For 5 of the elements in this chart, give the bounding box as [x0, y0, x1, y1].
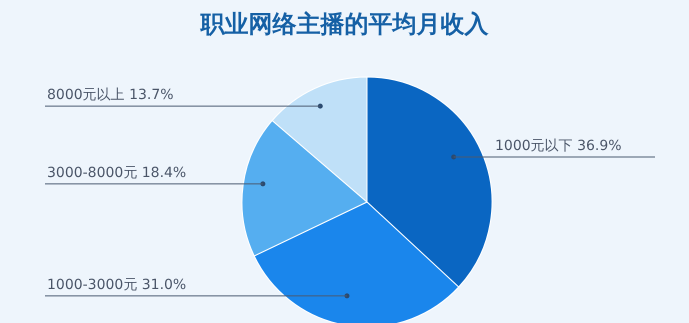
slice-label: 8000元以上 13.7% — [47, 87, 174, 104]
slice-label: 1000-3000元 31.0% — [47, 276, 186, 293]
slice-label: 1000元以下 36.9% — [495, 138, 622, 154]
slice-label: 3000-8000元 18.4% — [47, 164, 186, 181]
chart-title: 职业网络主播的平均月收入 — [199, 9, 490, 40]
